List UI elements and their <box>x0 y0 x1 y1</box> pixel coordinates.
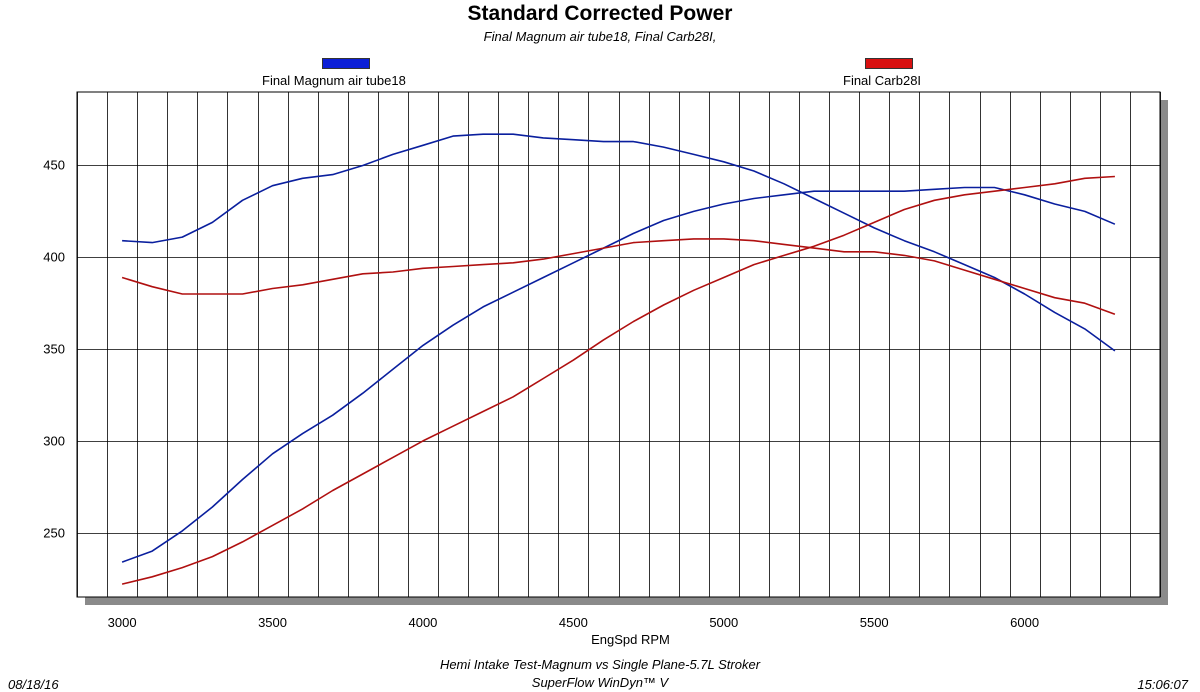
x-tick-label-6000: 6000 <box>1010 615 1039 630</box>
legend-label-magnum: Final Magnum air tube18 <box>262 73 406 88</box>
y-tick-label-400: 400 <box>43 250 65 265</box>
footer-description: Hemi Intake Test-Magnum vs Single Plane-… <box>439 657 761 672</box>
x-axis-title: EngSpd RPM <box>591 632 670 647</box>
chart-title: Standard Corrected Power <box>467 2 733 25</box>
footer-software: SuperFlow WinDyn™ V <box>531 675 669 690</box>
series-line-1 <box>121 186 1116 563</box>
x-tick-label-4500: 4500 <box>559 615 588 630</box>
y-tick-label-450: 450 <box>43 158 65 173</box>
x-tick-label-3500: 3500 <box>258 615 287 630</box>
series-line-3 <box>121 175 1115 585</box>
y-tick-label-300: 300 <box>43 434 65 449</box>
x-tick-label-5000: 5000 <box>709 615 738 630</box>
y-tick-label-250: 250 <box>43 526 65 541</box>
legend-swatch-carb <box>865 58 913 69</box>
legend-label-carb: Final Carb28I <box>843 73 922 88</box>
x-tick-label-3000: 3000 <box>108 615 137 630</box>
series-line-2 <box>121 238 1116 315</box>
legend-swatch-magnum <box>322 58 370 69</box>
x-tick-label-5500: 5500 <box>860 615 889 630</box>
plot-area <box>76 91 1161 598</box>
series-line-0 <box>122 133 1116 352</box>
footer-date: 08/18/16 <box>8 677 59 692</box>
footer-time: 15:06:07 <box>1137 677 1188 692</box>
x-tick-label-4000: 4000 <box>408 615 437 630</box>
y-tick-label-350: 350 <box>43 342 65 357</box>
chart-subtitle: Final Magnum air tube18, Final Carb28I, <box>483 29 717 44</box>
